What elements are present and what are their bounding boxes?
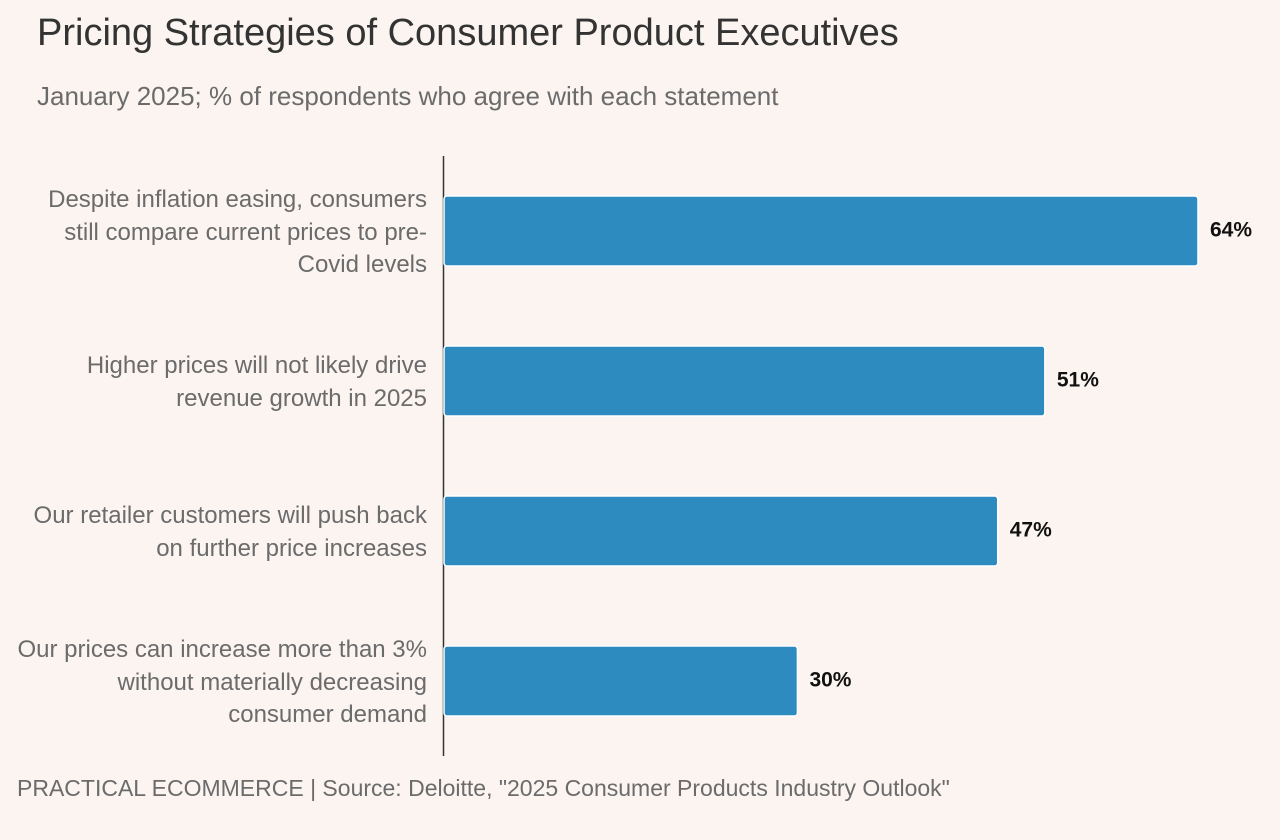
chart-title: Pricing Strategies of Consumer Product E… (37, 12, 899, 54)
value-label-1: 64% (1210, 219, 1252, 242)
category-label-4: Our prices can increase more than 3% wit… (17, 636, 427, 728)
category-label-1: Despite inflation easing, consumers stil… (48, 186, 427, 278)
value-label-3: 47% (1010, 519, 1052, 542)
bar-4 (443, 645, 799, 717)
bars-group (443, 195, 1199, 717)
category-label-3: Our retailer customers will push back on… (33, 502, 427, 562)
bar-1 (443, 195, 1199, 267)
value-label-2: 51% (1057, 369, 1099, 392)
value-labels-group: 64% 51% 47% 30% (809, 219, 1252, 692)
category-label-2: Higher prices will not likely drive reve… (86, 352, 427, 412)
value-label-4: 30% (809, 669, 851, 692)
bar-2 (443, 345, 1046, 417)
chart-subtitle: January 2025; % of respondents who agree… (37, 81, 779, 111)
bar-3 (443, 495, 999, 567)
source-footer: PRACTICAL ECOMMERCE | Source: Deloitte, … (17, 775, 950, 801)
